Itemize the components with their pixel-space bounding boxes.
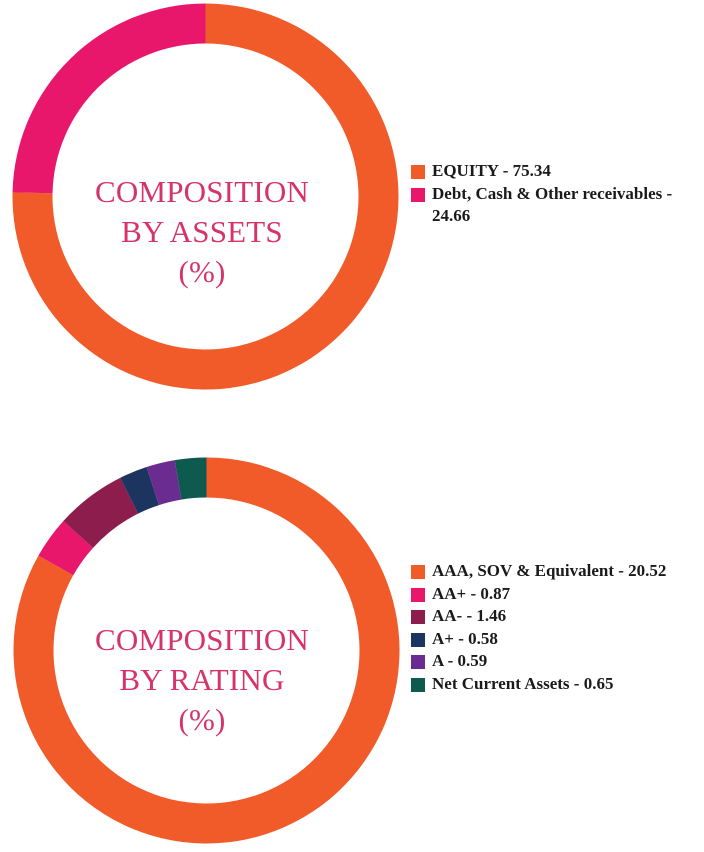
rating-legend: AAA, SOV & Equivalent - 20.52 AA+ - 0.87…	[411, 560, 701, 695]
rating-title-line-3: (%)	[178, 702, 226, 737]
assets-title-line-3: (%)	[178, 254, 226, 289]
legend-swatch-equity	[411, 165, 425, 179]
assets-center-title: COMPOSITION BY ASSETS (%)	[62, 172, 342, 292]
rating-donut	[13, 457, 400, 844]
slice-a	[146, 460, 182, 506]
legend-swatch-aa-minus	[411, 610, 425, 624]
legend-label-aaa-sov: AAA, SOV & Equivalent - 20.52	[432, 561, 667, 580]
legend-item-aa-minus: AA- - 1.46	[411, 605, 701, 628]
rating-title-line-1: COMPOSITION	[94, 622, 310, 657]
slice-aa	[63, 477, 139, 548]
rating-title-line-2: BY RATING	[119, 662, 285, 697]
legend-swatch-debt-cash	[411, 187, 425, 202]
legend-label-a-plus: A+ - 0.58	[432, 628, 498, 648]
legend-item-net-current-assets: Net Current Assets - 0.65	[411, 673, 701, 696]
legend-swatch-a	[411, 655, 425, 669]
legend-label-equity: EQUITY - 75.34	[432, 161, 551, 180]
legend-label-net-current-assets: Net Current Assets - 0.65	[432, 673, 614, 693]
legend-item-a-plus: A+ - 0.58	[411, 628, 701, 651]
slice-aa	[38, 521, 94, 576]
legend-swatch-net-current-assets	[411, 677, 425, 692]
composition-by-assets-chart: COMPOSITION BY ASSETS (%) EQUITY - 75.34…	[0, 0, 704, 400]
assets-legend: EQUITY - 75.34 Debt, Cash & Other receiv…	[411, 160, 701, 228]
composition-by-rating-chart: COMPOSITION BY RATING (%) AAA, SOV & Equ…	[0, 440, 704, 852]
legend-item-aa-plus: AA+ - 0.87	[411, 583, 701, 606]
legend-item-a: A - 0.59	[411, 650, 701, 673]
slice-net-current-assets	[174, 457, 207, 500]
rating-center-title: COMPOSITION BY RATING (%)	[62, 620, 342, 740]
legend-item-debt-cash: Debt, Cash & Other receivables - 24.66	[411, 183, 701, 228]
legend-label-a: A - 0.59	[432, 651, 488, 670]
assets-title-line-1: COMPOSITION	[94, 174, 310, 209]
legend-item-equity: EQUITY - 75.34	[411, 160, 701, 183]
legend-swatch-aaa-sov	[411, 565, 425, 579]
legend-swatch-aa-plus	[411, 587, 425, 602]
legend-label-debt-cash: Debt, Cash & Other receivables - 24.66	[432, 183, 673, 226]
legend-item-aaa-sov: AAA, SOV & Equivalent - 20.52	[411, 560, 701, 583]
slice-a	[120, 467, 159, 514]
assets-donut	[12, 3, 399, 390]
legend-swatch-a-plus	[411, 632, 425, 647]
assets-title-line-2: BY ASSETS	[121, 214, 283, 249]
slice-debt-cash-other-receivables	[12, 3, 206, 194]
legend-label-aa-minus: AA- - 1.46	[432, 606, 507, 625]
legend-label-aa-plus: AA+ - 0.87	[432, 583, 511, 603]
